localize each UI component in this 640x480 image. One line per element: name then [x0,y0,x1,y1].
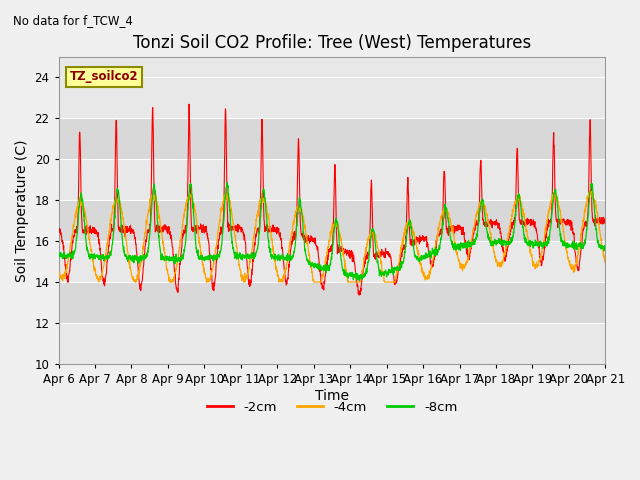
Bar [59,77,605,118]
Bar [59,323,605,364]
X-axis label: Time: Time [315,389,349,403]
Legend: -2cm, -4cm, -8cm: -2cm, -4cm, -8cm [202,396,463,419]
Y-axis label: Soil Temperature (C): Soil Temperature (C) [15,139,29,282]
Text: TZ_soilco2: TZ_soilco2 [70,71,138,84]
Bar [59,282,605,323]
Bar [59,159,605,200]
Bar [59,200,605,241]
Text: No data for f_TCW_4: No data for f_TCW_4 [13,14,132,27]
Bar [59,241,605,282]
Title: Tonzi Soil CO2 Profile: Tree (West) Temperatures: Tonzi Soil CO2 Profile: Tree (West) Temp… [133,34,531,52]
Bar [59,118,605,159]
